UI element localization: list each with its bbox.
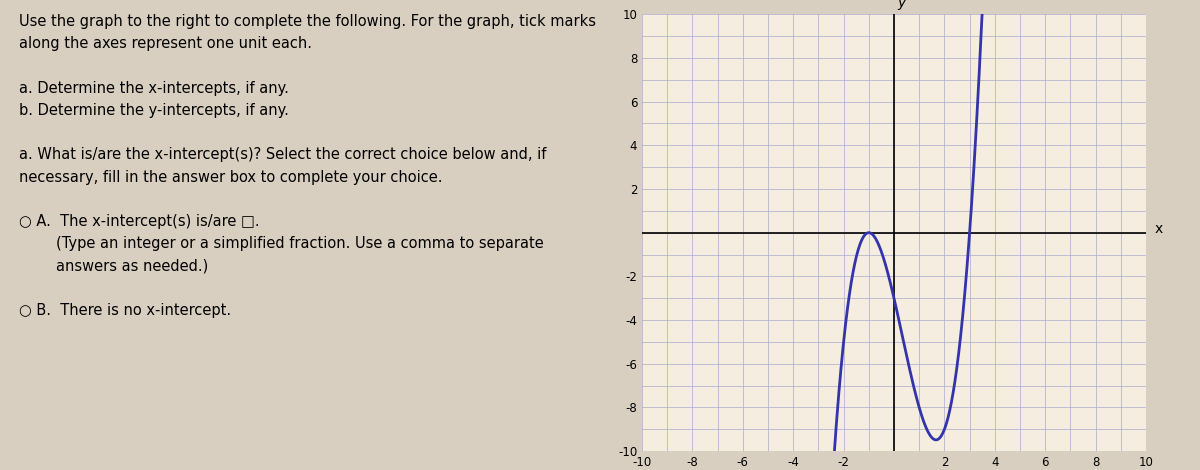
Text: x: x [1154, 222, 1163, 236]
Text: Use the graph to the right to complete the following. For the graph, tick marks
: Use the graph to the right to complete t… [19, 14, 596, 318]
Text: y: y [898, 0, 906, 10]
